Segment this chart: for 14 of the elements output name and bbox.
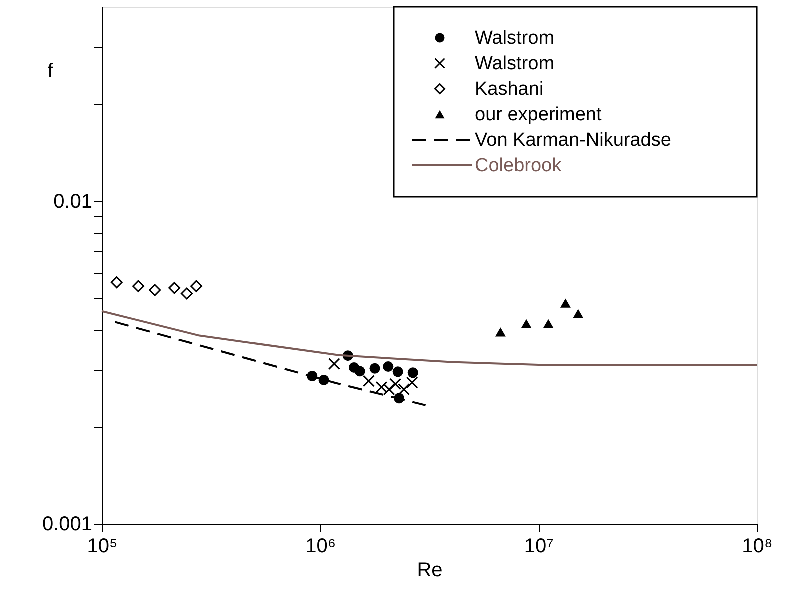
legend-label: Colebrook bbox=[475, 156, 562, 176]
x-tick-label: 10⁶ bbox=[306, 536, 336, 558]
y-tick-label: 0.01 bbox=[54, 190, 92, 213]
y-axis-title: f bbox=[48, 60, 54, 82]
x-tick-label: 10⁸ bbox=[742, 536, 773, 558]
legend-label: our experiment bbox=[475, 104, 602, 126]
legend-label: Walstrom bbox=[475, 54, 555, 74]
legend-label: Walstrom bbox=[475, 28, 555, 49]
x-tick-label: 10⁵ bbox=[87, 536, 118, 558]
x-tick-label: 10⁷ bbox=[524, 536, 554, 558]
x-axis-title: Re bbox=[417, 560, 443, 582]
legend-label: Kashani bbox=[475, 79, 544, 100]
y-tick-label: 0.001 bbox=[42, 514, 92, 536]
legend-label: Von Karman-Nikuradse bbox=[475, 130, 672, 151]
